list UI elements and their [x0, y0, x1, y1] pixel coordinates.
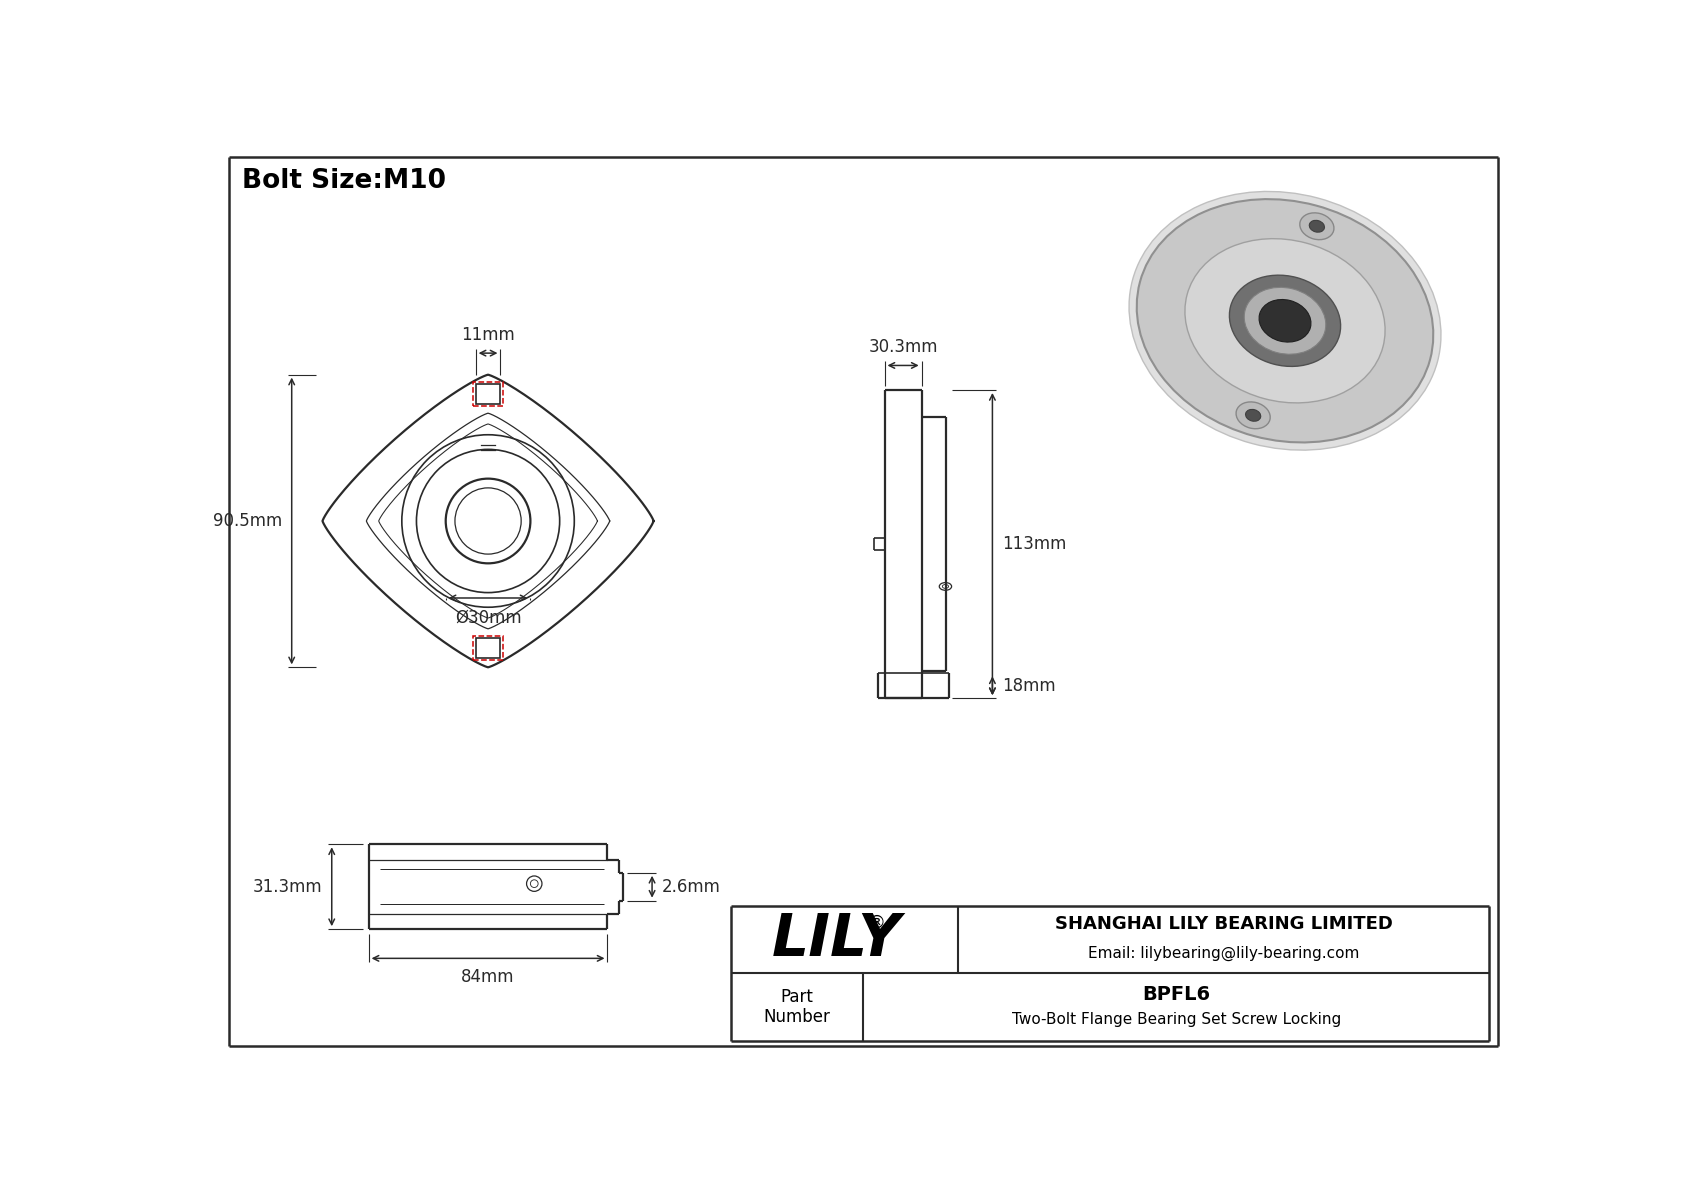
- Bar: [477, 638, 500, 659]
- Text: Two-Bolt Flange Bearing Set Screw Locking: Two-Bolt Flange Bearing Set Screw Lockin…: [1012, 1012, 1340, 1027]
- Bar: [473, 636, 504, 660]
- Text: BPFL6: BPFL6: [1142, 985, 1211, 1004]
- Ellipse shape: [1300, 213, 1334, 239]
- Text: 2.6mm: 2.6mm: [662, 878, 721, 896]
- Text: 84mm: 84mm: [461, 968, 515, 986]
- Ellipse shape: [1246, 410, 1261, 422]
- Ellipse shape: [1308, 220, 1324, 232]
- Text: SHANGHAI LILY BEARING LIMITED: SHANGHAI LILY BEARING LIMITED: [1054, 915, 1393, 934]
- Text: Part
Number: Part Number: [763, 987, 830, 1027]
- Text: 113mm: 113mm: [1002, 535, 1066, 553]
- Ellipse shape: [1229, 275, 1340, 367]
- Text: LILY: LILY: [771, 911, 901, 968]
- Text: 18mm: 18mm: [1002, 676, 1056, 694]
- Text: Email: lilybearing@lily-bearing.com: Email: lilybearing@lily-bearing.com: [1088, 946, 1359, 961]
- Ellipse shape: [1186, 238, 1386, 403]
- Text: Ø30mm: Ø30mm: [455, 609, 522, 626]
- Ellipse shape: [1244, 287, 1325, 354]
- Text: ®: ®: [867, 913, 886, 931]
- Text: 30.3mm: 30.3mm: [869, 338, 938, 356]
- Text: Bolt Size:M10: Bolt Size:M10: [242, 168, 446, 194]
- Ellipse shape: [1260, 299, 1310, 342]
- Text: 90.5mm: 90.5mm: [214, 512, 283, 530]
- Ellipse shape: [1128, 192, 1442, 450]
- Ellipse shape: [1236, 401, 1270, 429]
- Text: 31.3mm: 31.3mm: [253, 878, 323, 896]
- Ellipse shape: [1137, 199, 1433, 442]
- Bar: [477, 384, 500, 404]
- Text: 11mm: 11mm: [461, 326, 515, 344]
- Bar: [473, 381, 504, 406]
